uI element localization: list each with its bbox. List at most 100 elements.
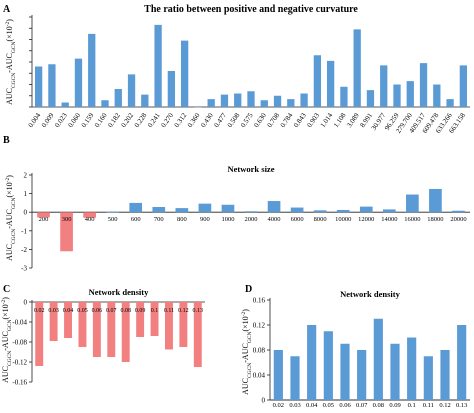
y-tick-label: -0.08	[12, 339, 27, 347]
bar	[234, 93, 242, 107]
y-axis-label-part: )	[5, 19, 14, 22]
y-axis-label-part: -AUC	[241, 343, 250, 363]
bar	[440, 350, 450, 400]
y-tick-label: -3	[21, 265, 27, 273]
x-tick-label: 0.02	[273, 402, 284, 409]
bar	[34, 66, 43, 107]
x-tick-label: 0.06	[339, 402, 351, 409]
bar	[393, 84, 401, 107]
y-axis-label-group: AUCCGCN-AUCGCN(×10-2)	[5, 19, 17, 105]
bar	[459, 65, 468, 107]
bar	[353, 29, 361, 107]
x-tick-label: 0.09	[135, 308, 146, 314]
x-tick-label: 0.07	[106, 308, 117, 314]
y-axis-label-part: GCN	[11, 198, 17, 210]
bar	[452, 210, 465, 213]
x-tick-label: 0.1	[408, 402, 416, 409]
x-tick-label: 0.13	[456, 402, 467, 409]
x-tick-label: 0.903	[305, 111, 321, 129]
y-axis-label-part: -AUC	[5, 53, 14, 73]
x-tick-label: 0.477	[213, 111, 229, 129]
x-tick-label: 0.241	[146, 111, 162, 129]
y-axis-label-group: AUCCGCN-AUCGCN(×10-2)	[5, 175, 17, 261]
bar	[423, 356, 433, 400]
y-axis-label-part: -AUC	[5, 209, 14, 229]
x-tick-label: 0.12	[439, 402, 450, 409]
y-axis-label-part: (×10	[5, 26, 14, 41]
bar	[175, 208, 189, 213]
y-axis-label-part: GCN	[247, 332, 253, 344]
x-tick-label: 0.004	[27, 111, 43, 129]
y-axis-label-part: )	[5, 175, 14, 178]
y-axis-label-part: -2	[5, 178, 11, 183]
y-axis-label: AUCCGCN-AUCGCN(×10-2)	[5, 19, 17, 105]
y-axis-label-part: AUC	[241, 378, 250, 395]
bar	[127, 74, 136, 107]
x-tick-label: 14000	[381, 216, 397, 223]
chart-title: The ratio between positive and negative …	[144, 4, 358, 15]
x-tick-label: 10000	[335, 216, 351, 223]
x-tick-label: 0.08	[120, 308, 131, 314]
y-axis-label-part: )	[241, 309, 250, 312]
y-axis-label-part: CGCN	[11, 229, 17, 244]
y-axis-label-part: AUC	[5, 244, 14, 261]
x-tick-label: 800	[177, 216, 187, 223]
x-tick-label: 0.312	[173, 111, 189, 129]
x-tick-label: 6000	[291, 216, 304, 223]
bar	[64, 302, 73, 338]
x-tick-label: 12000	[358, 216, 374, 223]
x-tick-label: 0.11	[164, 308, 174, 314]
x-tick-label: 20000	[450, 216, 466, 223]
x-tick-label: 0.159	[80, 111, 96, 129]
bar	[357, 350, 367, 400]
x-tick-label: 0.060	[67, 111, 83, 129]
x-tick-label: 0.630	[252, 111, 268, 129]
panel-letter: B	[3, 135, 10, 146]
chart-title: Network size	[228, 164, 275, 174]
bar	[83, 212, 96, 218]
bar	[194, 107, 202, 108]
bar	[340, 343, 350, 400]
y-tick-label: 0.08	[253, 347, 266, 355]
bar	[359, 206, 373, 213]
x-tick-label: 0.430	[199, 111, 215, 129]
bar	[107, 302, 116, 357]
bar	[129, 202, 143, 213]
bar	[150, 302, 159, 336]
y-tick-label: 0.16	[253, 297, 266, 305]
panel-letter: C	[3, 284, 10, 295]
bar	[290, 207, 304, 213]
x-tick-label: 1.108	[332, 111, 348, 129]
panel-letter: D	[245, 284, 252, 295]
bar	[167, 71, 176, 107]
bar	[88, 33, 96, 107]
x-tick-label: 0.784	[279, 111, 295, 129]
bar	[336, 209, 350, 213]
x-tick-label: 0.508	[226, 111, 242, 129]
x-tick-label: 0.03	[289, 402, 300, 409]
bar	[221, 204, 235, 213]
bar	[457, 325, 467, 400]
x-tick-label: 0.708	[266, 111, 282, 129]
bar	[49, 302, 58, 341]
x-tick-label: 600	[131, 216, 141, 223]
x-tick-label: 700	[154, 216, 164, 223]
y-axis-label-part: )	[1, 297, 10, 300]
bar	[429, 188, 442, 213]
bar	[154, 24, 162, 107]
y-axis-label: AUCCGCN-AUCGCN(×10-2)	[5, 175, 17, 261]
y-axis-label-part: -AUC	[1, 331, 10, 351]
bar	[326, 60, 335, 107]
bar	[446, 99, 454, 107]
bar	[35, 302, 44, 366]
y-axis-label-part: GCN	[11, 42, 17, 54]
y-axis-label-part: (×10	[5, 182, 14, 197]
bar	[373, 318, 383, 400]
y-tick-label: 0.12	[253, 322, 266, 330]
x-tick-label: 0.13	[193, 308, 204, 314]
bar	[207, 99, 215, 107]
x-tick-label: 0.360	[186, 111, 202, 129]
bar	[390, 343, 400, 400]
x-tick-label: 0.04	[306, 402, 318, 409]
